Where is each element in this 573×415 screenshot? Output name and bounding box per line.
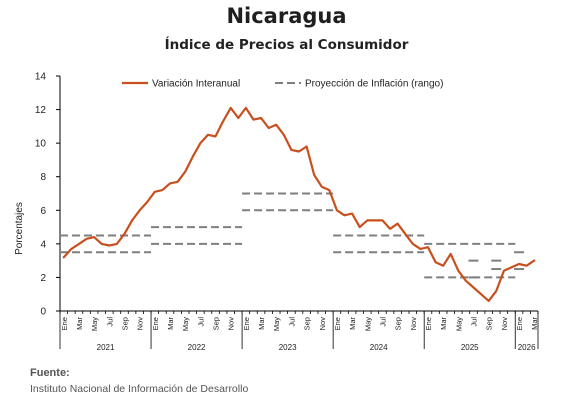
x-month-label: Ene [60, 317, 69, 330]
x-month-label: Sep [485, 317, 494, 330]
source-text: Instituto Nacional de Información de Des… [30, 383, 248, 395]
x-year-label: 2026 [518, 343, 536, 352]
x-month-label: Jul [378, 317, 387, 327]
x-year-label: 2025 [461, 343, 479, 352]
x-month-label: May [454, 317, 463, 331]
legend-label-variacion: Variación Interanual [152, 79, 240, 90]
y-tick-label: 12 [35, 105, 47, 116]
x-month-label: Jul [287, 317, 296, 327]
x-month-label: May [181, 317, 190, 331]
source-label: Fuente: [30, 367, 70, 379]
x-month-label: Sep [303, 317, 312, 330]
x-month-label: Mar [257, 317, 266, 330]
y-tick-label: 2 [40, 273, 46, 284]
x-month-label: Sep [394, 317, 403, 330]
x-month-label: Sep [212, 317, 221, 330]
x-month-label: Nov [409, 317, 418, 331]
y-tick-label: 14 [35, 72, 47, 83]
x-month-label: Jul [470, 317, 479, 327]
x-month-label: May [363, 317, 372, 331]
x-month-label: Mar [75, 317, 84, 330]
x-year-label: 2021 [97, 343, 115, 352]
x-month-label: Ene [242, 317, 251, 330]
x-month-label: Nov [227, 317, 236, 331]
x-month-label: Sep [120, 317, 129, 330]
x-month-label: Mar [166, 317, 175, 330]
y-tick-label: 0 [40, 307, 46, 318]
y-axis-label: Porcentajes [14, 202, 25, 255]
x-month-label: Jul [105, 317, 114, 327]
x-month-label: Nov [500, 317, 509, 331]
x-month-label: Mar [348, 317, 357, 330]
x-month-label: Mar [439, 317, 448, 330]
x-year-label: 2022 [188, 343, 206, 352]
x-month-label: Ene [151, 317, 160, 330]
x-year-label: 2024 [370, 343, 388, 352]
x-month-label: May [272, 317, 281, 331]
y-tick-label: 6 [40, 206, 46, 217]
x-month-label: Nov [136, 317, 145, 331]
series-line-variacion-interanual [64, 108, 534, 301]
x-month-label: Ene [515, 317, 524, 330]
x-month-label: Nov [318, 317, 327, 331]
y-tick-label: 10 [35, 139, 47, 150]
y-tick-label: 4 [40, 239, 46, 250]
x-month-label: May [90, 317, 99, 331]
x-month-label: Jul [196, 317, 205, 327]
legend-label-proyeccion: Proyección de Inflación (rango) [305, 79, 443, 90]
x-month-label: Ene [424, 317, 433, 330]
x-month-label: Ene [333, 317, 342, 330]
y-tick-label: 8 [40, 172, 46, 183]
x-year-label: 2023 [279, 343, 297, 352]
